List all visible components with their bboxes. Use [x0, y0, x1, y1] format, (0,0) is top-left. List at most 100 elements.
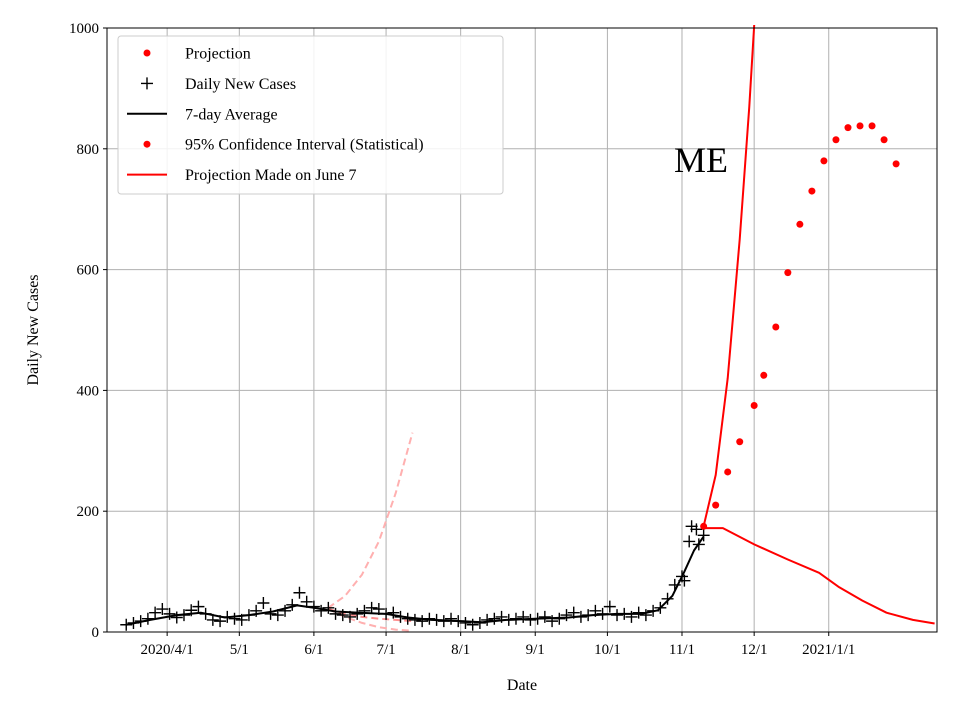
projection-point — [750, 402, 758, 409]
daily-new-cases-point — [531, 612, 544, 625]
projection-point — [724, 468, 732, 476]
daily-new-cases-point — [517, 610, 530, 623]
projection-point — [796, 220, 804, 228]
y-tick-label: 1000 — [69, 21, 99, 37]
daily-new-cases-point — [214, 615, 227, 628]
projection-point — [760, 371, 768, 379]
daily-new-cases-point — [466, 618, 479, 631]
daily-new-cases-point — [170, 611, 183, 624]
daily-new-cases-point — [156, 603, 169, 616]
daily-new-cases-point — [647, 604, 660, 617]
daily-new-cases-point — [307, 600, 320, 613]
daily-new-cases-point — [372, 603, 385, 616]
legend-box — [117, 35, 504, 195]
daily-new-cases-point — [221, 610, 234, 623]
daily-new-cases-point — [250, 604, 263, 617]
daily-new-cases-point — [127, 616, 140, 629]
chart-annotation: ME — [674, 140, 728, 180]
95-confidence-interval-statistical-lower-line — [703, 527, 935, 625]
daily-new-cases-point — [639, 609, 652, 622]
daily-new-cases-point — [560, 609, 573, 622]
95-confidence-interval-statistical-upper-line — [702, 24, 756, 527]
x-axis-label: Date — [507, 677, 537, 694]
daily-new-cases-point — [481, 613, 494, 626]
daily-new-cases-point — [567, 606, 580, 619]
projection-point — [832, 136, 840, 144]
x-tick-label: 8/1 — [451, 642, 470, 658]
daily-new-cases-point — [401, 612, 414, 625]
daily-new-cases-point — [509, 612, 522, 625]
axis-ticks: 0 200 400 600 800 1000 2020/4/1 5/1 6/1 7/1 8/1 9/1… — [69, 21, 855, 658]
projection-point — [772, 323, 780, 331]
y-axis-label: Daily New Cases — [25, 274, 42, 385]
projection-point — [736, 438, 744, 446]
daily-new-cases-point — [408, 613, 421, 626]
legend-entry-label: Daily New Cases — [185, 76, 296, 93]
daily-new-cases-point — [611, 609, 624, 622]
daily-new-cases-point — [690, 523, 703, 536]
projection-made-on-june-7-upper-line — [327, 432, 414, 609]
daily-new-cases-point — [625, 610, 638, 623]
daily-new-cases-point — [582, 609, 595, 622]
daily-new-cases-point — [358, 604, 371, 617]
y-tick-label: 800 — [77, 142, 100, 158]
daily-new-cases-point — [264, 607, 277, 620]
daily-new-cases-point — [553, 612, 566, 625]
daily-new-cases-point — [177, 609, 190, 622]
projection-point — [784, 269, 792, 277]
daily-new-cases-point — [380, 607, 393, 620]
y-tick-label: 200 — [77, 504, 100, 520]
daily-new-cases-point — [452, 615, 465, 628]
legend-dot-marker — [143, 140, 151, 148]
daily-new-cases-point — [343, 610, 356, 623]
daily-new-cases-point — [678, 574, 691, 587]
daily-new-cases-point — [199, 607, 212, 620]
daily-new-cases-point — [437, 615, 450, 628]
daily-new-cases-point — [618, 607, 631, 620]
legend-entry-label: 95% Confidence Interval (Statistical) — [185, 137, 424, 154]
plot-frame — [106, 27, 938, 633]
daily-new-cases-point — [387, 606, 400, 619]
projection-point — [844, 124, 852, 132]
x-tick-label: 7/1 — [376, 642, 395, 658]
daily-new-cases-point — [589, 604, 602, 617]
daily-new-cases-point — [242, 609, 255, 622]
x-tick-label: 9/1 — [526, 642, 545, 658]
daily-new-cases-point — [286, 598, 299, 611]
daily-new-cases-point — [329, 607, 342, 620]
legend-entry-label: 7-day Average — [185, 106, 278, 123]
daily-new-cases-point — [293, 586, 306, 599]
daily-new-cases-point — [149, 606, 162, 619]
daily-new-cases-point — [336, 609, 349, 622]
daily-new-cases-point — [632, 606, 645, 619]
projection-point — [880, 136, 888, 144]
x-tick-label: 11/1 — [669, 642, 695, 658]
daily-new-cases-point — [538, 610, 551, 623]
daily-new-cases-point — [524, 613, 537, 626]
daily-new-cases-point — [697, 529, 710, 542]
daily-new-cases-point — [192, 600, 205, 613]
daily-new-cases-point — [459, 616, 472, 629]
daily-new-cases-point — [596, 607, 609, 620]
daily-new-cases-point — [502, 613, 515, 626]
daily-new-cases-point — [300, 595, 313, 608]
projection-point — [868, 122, 876, 130]
y-tick-label: 400 — [77, 383, 100, 399]
daily-new-cases-point — [668, 578, 681, 591]
y-tick-label: 600 — [77, 263, 100, 279]
daily-new-cases-point — [228, 612, 241, 625]
legend-dot-marker — [143, 49, 151, 57]
legend: Projection Daily New Cases 7-day Average 95… — [117, 35, 504, 195]
x-tick-label: 2021/1/1 — [802, 642, 855, 658]
x-tick-label: 5/1 — [230, 642, 249, 658]
projection-point — [808, 187, 816, 195]
daily-new-cases-point — [271, 609, 284, 622]
daily-new-cases-point — [430, 613, 443, 626]
daily-new-cases-point — [603, 600, 616, 613]
projection-point — [820, 157, 828, 165]
x-tick-label: 12/1 — [741, 642, 768, 658]
x-tick-label: 10/1 — [594, 642, 621, 658]
daily-new-cases-point — [206, 613, 219, 626]
daily-new-cases-point — [546, 615, 559, 628]
